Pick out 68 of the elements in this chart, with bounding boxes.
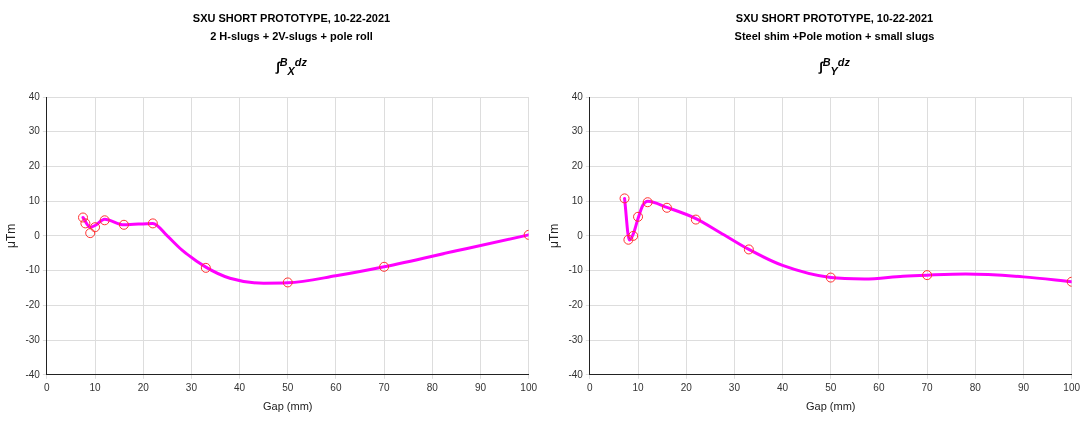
y-tick-label: 0	[34, 229, 41, 241]
x-tick-label: 90	[1017, 381, 1030, 393]
y-tick-label: -10	[25, 264, 41, 276]
y-tick-label: 40	[571, 90, 584, 102]
y-tick-label: 20	[571, 160, 584, 172]
y-axis-title: μTm	[3, 223, 18, 249]
y-tick-label: -20	[25, 299, 41, 311]
x-tick-label: 0	[587, 381, 594, 393]
point	[825, 272, 836, 283]
y-tick-label: 0	[577, 229, 584, 241]
y-tick-label: 30	[28, 125, 41, 137]
y-tick-label: 20	[28, 160, 41, 172]
x-tick-label: 90	[474, 381, 487, 393]
point	[642, 197, 653, 208]
x-tick-label: 40	[234, 381, 246, 393]
point	[85, 228, 96, 239]
x-tick-label: 50	[282, 381, 294, 393]
point	[77, 212, 88, 223]
x-tick-label: 100	[520, 381, 538, 393]
y-tick-label: 10	[28, 194, 41, 206]
x-tick-label: 0	[44, 381, 51, 393]
point	[200, 262, 211, 273]
point	[379, 261, 390, 272]
x-tick-label: 60	[330, 381, 342, 393]
point	[147, 218, 158, 229]
x-tick-label: 10	[89, 381, 102, 393]
point	[80, 218, 91, 229]
point	[90, 222, 101, 233]
y-tick-label: 30	[571, 125, 584, 137]
point	[628, 230, 639, 241]
point	[118, 219, 129, 230]
y-tick-label: -30	[25, 333, 41, 345]
point	[99, 215, 110, 226]
x-tick-label: 20	[137, 381, 150, 393]
y-tick-label: -10	[568, 264, 584, 276]
point	[282, 277, 293, 288]
point	[661, 202, 672, 213]
point	[633, 211, 644, 222]
chart-subtitle: Steel shim +Pole motion + small slugs	[733, 29, 936, 42]
x-axis-title: Gap (mm)	[806, 400, 856, 413]
point	[623, 234, 634, 245]
y-tick-label: -40	[568, 368, 584, 380]
y-tick-label: 40	[28, 90, 41, 102]
point	[743, 244, 754, 255]
x-tick-label: 70	[921, 381, 934, 393]
point	[690, 214, 701, 225]
x-tick-label: 80	[426, 381, 439, 393]
y-tick-label: 10	[571, 194, 584, 206]
x-tick-label: 20	[680, 381, 693, 393]
x-tick-label: 30	[185, 381, 198, 393]
x-tick-label: 100	[1063, 381, 1081, 393]
chart-title: SXU SHORT PROTOTYPE, 10-22-2021	[734, 11, 935, 24]
x-tick-label: 60	[873, 381, 885, 393]
x-tick-label: 40	[777, 381, 789, 393]
x-axis-title: Gap (mm)	[263, 400, 313, 413]
x-tick-label: 30	[728, 381, 741, 393]
point	[619, 193, 630, 204]
point	[922, 270, 933, 281]
chart-title: SXU SHORT PROTOTYPE, 10-22-2021	[191, 11, 392, 24]
x-tick-label: 70	[378, 381, 391, 393]
y-tick-label: -30	[568, 333, 584, 345]
x-tick-label: 50	[825, 381, 837, 393]
x-tick-label: 10	[632, 381, 645, 393]
y-axis-title: μTm	[546, 223, 561, 249]
y-tick-label: -40	[25, 368, 41, 380]
x-tick-label: 80	[969, 381, 982, 393]
y-tick-label: -20	[568, 299, 584, 311]
chart-subtitle: 2 H-slugs + 2V-slugs + pole roll	[209, 29, 374, 42]
